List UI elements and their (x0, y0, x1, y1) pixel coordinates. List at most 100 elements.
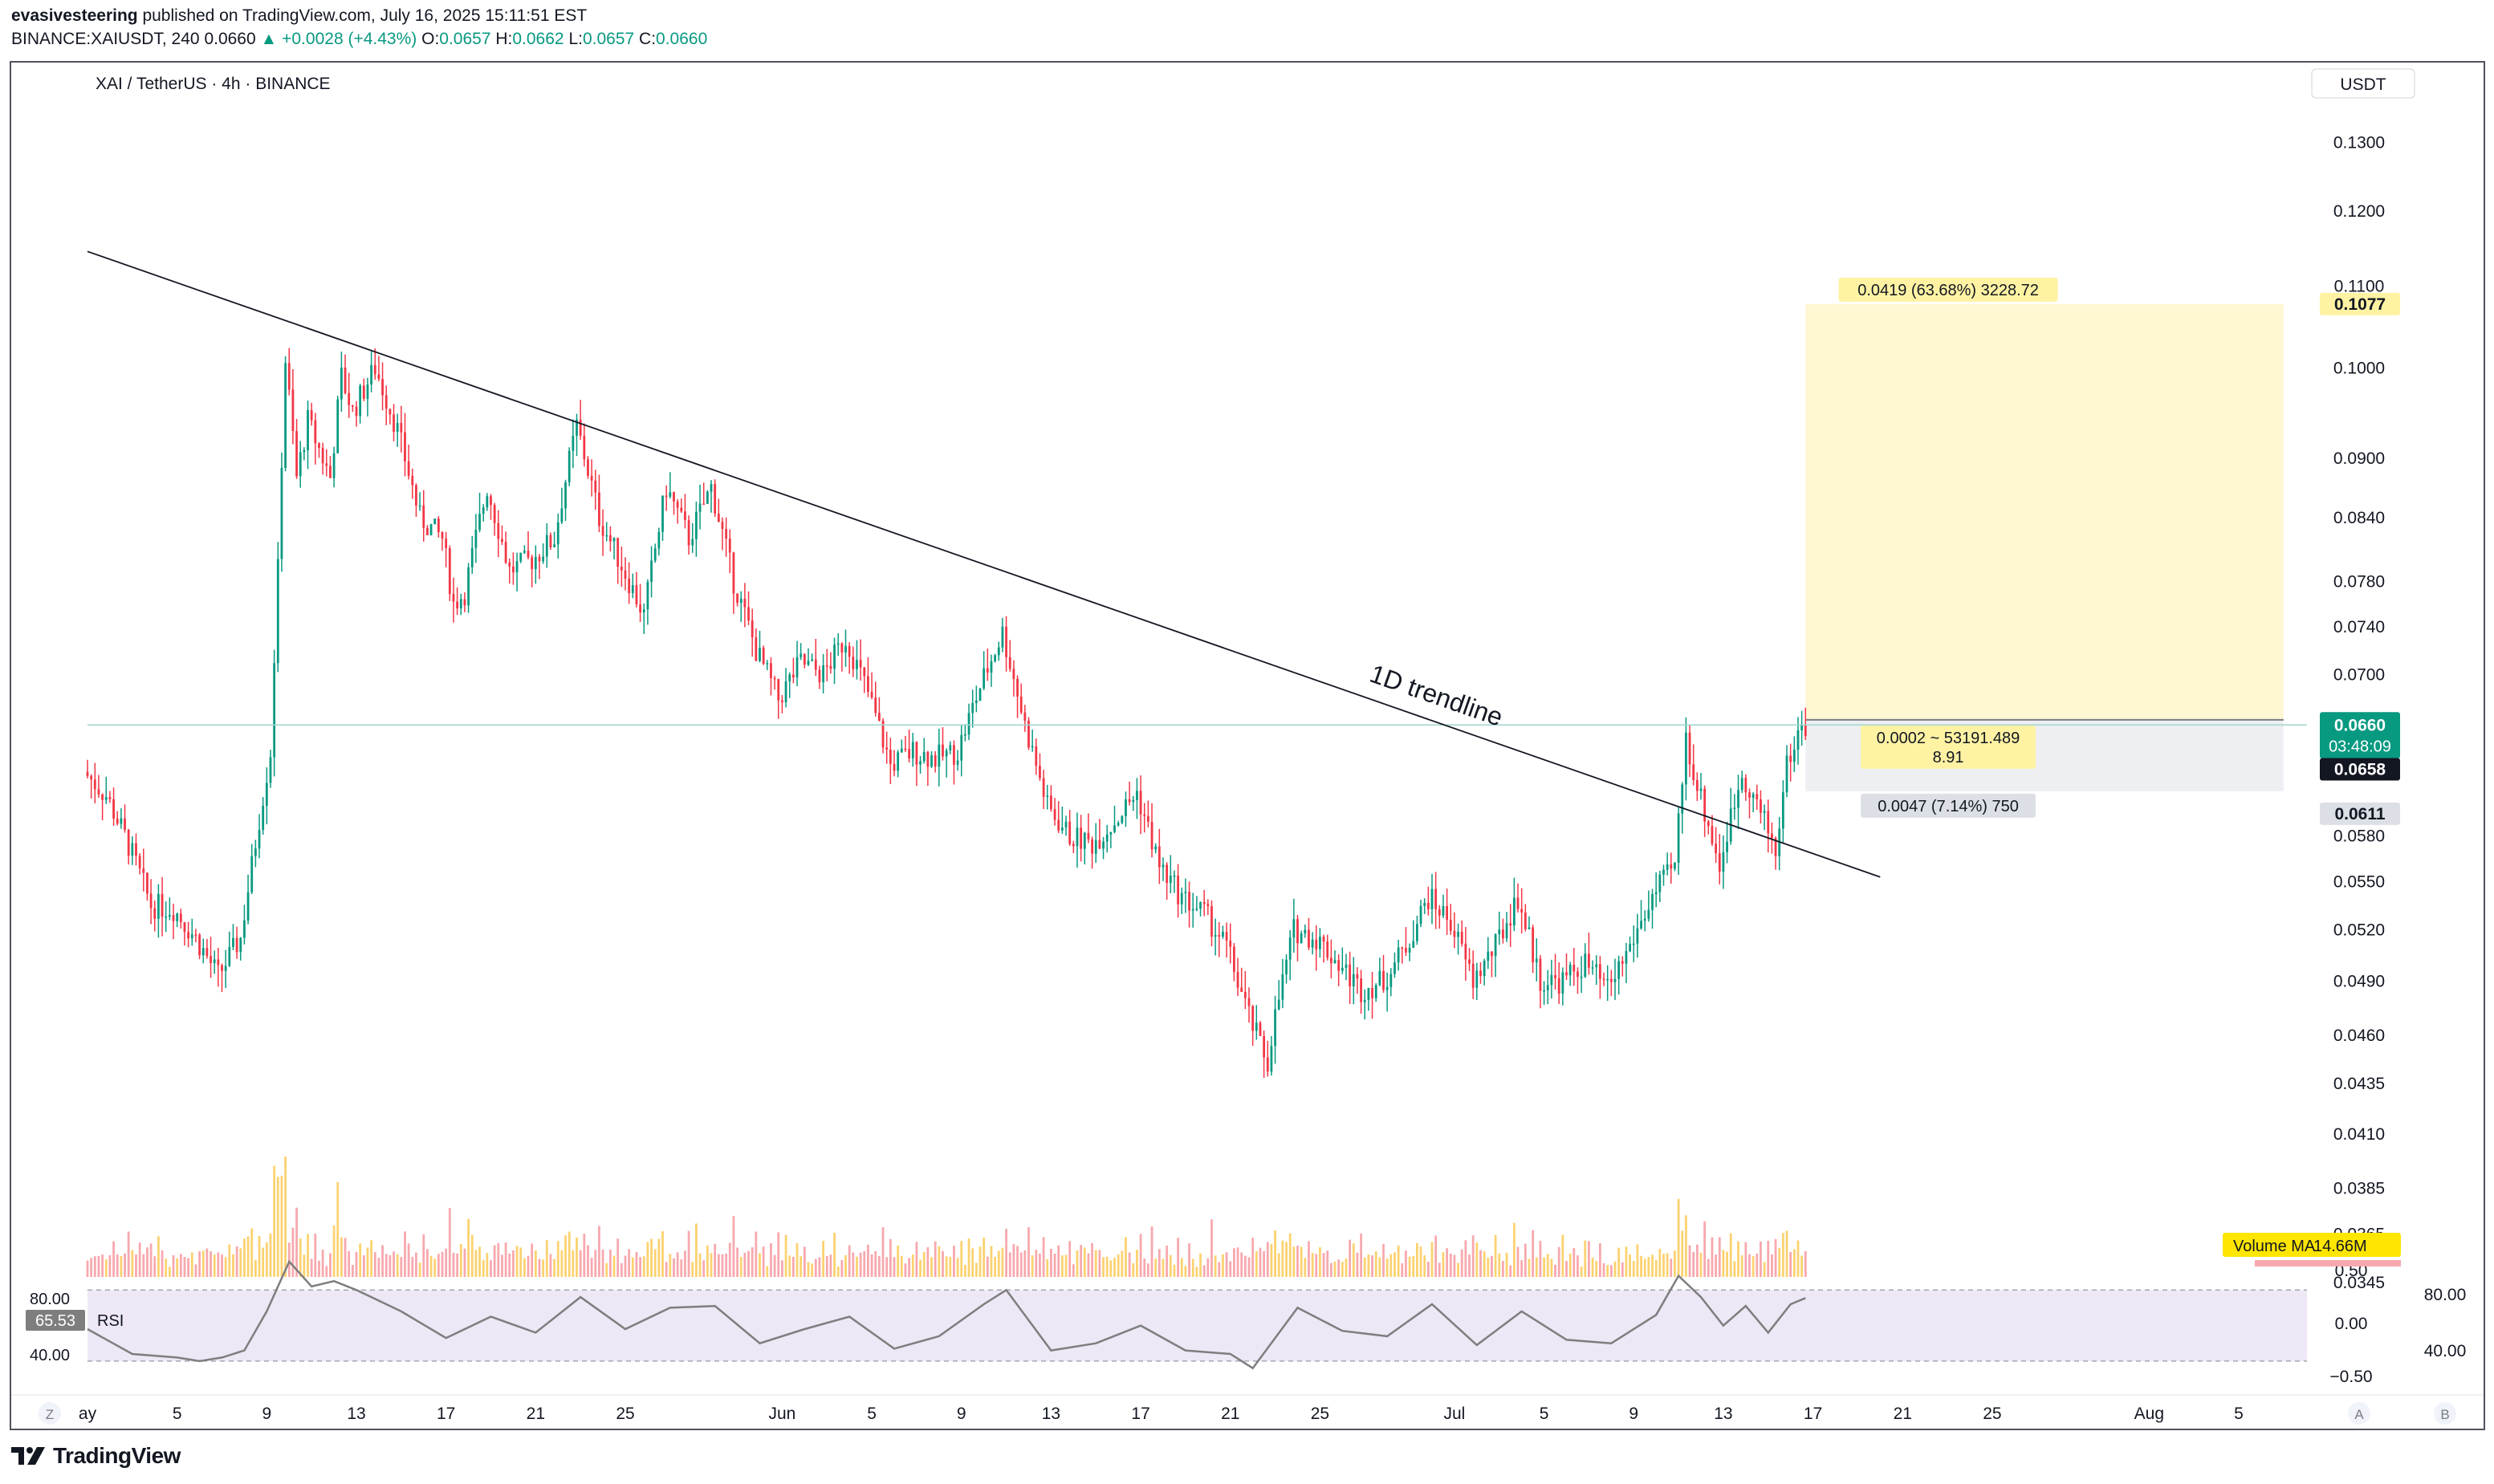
candle[interactable] (751, 608, 754, 657)
candle[interactable] (1561, 967, 1564, 1006)
candle[interactable] (657, 527, 661, 556)
candle[interactable] (1157, 828, 1161, 884)
candle[interactable] (232, 924, 234, 951)
candle[interactable] (1012, 660, 1015, 697)
candle[interactable] (553, 531, 555, 547)
candle[interactable] (1064, 815, 1068, 836)
candle[interactable] (624, 557, 627, 591)
candle[interactable] (1251, 1005, 1255, 1047)
candle[interactable] (877, 697, 881, 722)
candle[interactable] (934, 750, 937, 773)
candle[interactable] (1274, 995, 1276, 1064)
candle[interactable] (608, 526, 612, 552)
axis-button-a[interactable]: A (2348, 1402, 2370, 1425)
candle[interactable] (1105, 824, 1109, 853)
candle[interactable] (262, 797, 265, 835)
candle[interactable] (329, 456, 332, 478)
candle[interactable] (1080, 815, 1083, 862)
candle[interactable] (359, 384, 362, 424)
candle[interactable] (743, 583, 747, 628)
candle[interactable] (332, 446, 336, 488)
candle[interactable] (1210, 900, 1213, 946)
candle[interactable] (314, 413, 317, 465)
candle[interactable] (1072, 840, 1075, 854)
candle[interactable] (1247, 987, 1251, 1023)
candle[interactable] (336, 396, 340, 453)
candle[interactable] (486, 493, 489, 511)
candle[interactable] (702, 482, 706, 505)
candle[interactable] (631, 573, 634, 599)
candle[interactable] (1162, 857, 1165, 881)
candle[interactable] (1577, 967, 1579, 994)
candle[interactable] (1057, 801, 1060, 833)
candle[interactable] (1374, 983, 1377, 1002)
candle[interactable] (784, 668, 787, 708)
candle[interactable] (183, 921, 186, 946)
candle[interactable] (131, 836, 134, 865)
candle[interactable] (1789, 743, 1792, 782)
candle[interactable] (142, 848, 145, 892)
candle[interactable] (1774, 836, 1777, 870)
candle[interactable] (1528, 916, 1531, 929)
candle[interactable] (474, 514, 478, 563)
candle[interactable] (1027, 717, 1030, 750)
candle[interactable] (86, 759, 89, 779)
candle[interactable] (1677, 806, 1680, 876)
candle[interactable] (1674, 862, 1676, 872)
candle[interactable] (698, 484, 702, 530)
candle[interactable] (1744, 774, 1747, 801)
candle[interactable] (628, 562, 631, 604)
candle[interactable] (725, 517, 728, 557)
candle[interactable] (885, 731, 889, 764)
candle[interactable] (807, 648, 810, 667)
candle[interactable] (1050, 785, 1052, 812)
candle[interactable] (1643, 910, 1646, 932)
candle[interactable] (653, 543, 657, 563)
candle[interactable] (739, 591, 743, 622)
candle[interactable] (1434, 872, 1438, 929)
candle[interactable] (1651, 888, 1654, 929)
candle[interactable] (1243, 970, 1247, 1010)
candle[interactable] (1132, 795, 1135, 811)
candle[interactable] (717, 498, 720, 522)
candle[interactable] (1415, 915, 1418, 945)
candle[interactable] (355, 400, 358, 427)
candle[interactable] (217, 947, 220, 987)
candle[interactable] (527, 531, 530, 559)
candle[interactable] (534, 545, 537, 584)
axis-button-z[interactable]: Z (39, 1402, 61, 1425)
candle[interactable] (568, 447, 571, 486)
candle[interactable] (1430, 873, 1434, 925)
candle[interactable] (642, 603, 645, 634)
candle[interactable] (728, 529, 731, 574)
candle[interactable] (791, 657, 795, 684)
candle[interactable] (482, 504, 485, 522)
candle[interactable] (463, 592, 466, 612)
candle[interactable] (1401, 946, 1404, 964)
candle[interactable] (370, 350, 373, 392)
candle[interactable] (1125, 791, 1127, 827)
candle[interactable] (1494, 933, 1497, 978)
candle[interactable] (1315, 925, 1318, 971)
candle[interactable] (605, 522, 608, 542)
candle[interactable] (1591, 960, 1594, 975)
candle[interactable] (287, 348, 291, 396)
candle[interactable] (108, 791, 112, 803)
candle[interactable] (127, 828, 130, 865)
candle[interactable] (418, 492, 421, 511)
candle[interactable] (665, 485, 668, 511)
candle[interactable] (1763, 804, 1766, 831)
candle[interactable] (1662, 864, 1665, 886)
candle[interactable] (348, 372, 351, 418)
candle[interactable] (1632, 925, 1635, 962)
candle[interactable] (273, 649, 276, 777)
candle[interactable] (978, 688, 982, 701)
candle[interactable] (1031, 730, 1034, 752)
candle[interactable] (1139, 775, 1142, 835)
candle[interactable] (1214, 918, 1217, 956)
candle[interactable] (1565, 953, 1568, 980)
candle[interactable] (515, 552, 519, 592)
candle[interactable] (1326, 934, 1329, 961)
candle[interactable] (239, 937, 242, 961)
candle[interactable] (911, 733, 914, 767)
